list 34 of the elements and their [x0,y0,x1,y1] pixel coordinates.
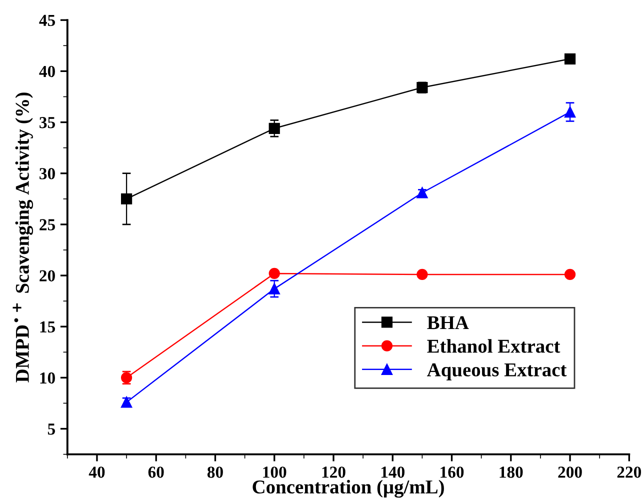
y-tick-label: 25 [40,219,55,230]
point [416,268,428,280]
point [416,187,428,198]
point [120,193,132,204]
x-tick-label: 40 [88,466,105,478]
x-tick-label: 80 [207,466,223,478]
x-tick-label: 160 [440,466,464,478]
x-tick-label: 60 [148,466,164,478]
y-tick-label: 35 [40,117,55,128]
y-tick-label: 45 [39,14,55,26]
x-tick-label: 120 [322,466,346,478]
x-tick-label: 180 [500,466,523,478]
x-tick-label: 220 [617,466,642,478]
x-tick-label: 200 [558,466,582,478]
y-tick-label: 15 [40,321,55,333]
y-tick-label: 40 [39,66,55,78]
y-tick-label: 5 [48,424,55,435]
x-axis-title: Concentration (μg/mL) [252,480,444,498]
point [564,268,576,280]
y-tick-label: 30 [40,168,55,180]
x-tick-label: 140 [381,466,404,478]
y-tick-label: 20 [40,270,55,282]
point [120,396,132,408]
point [564,53,576,64]
point [268,268,280,280]
legend-label: BHA [427,316,469,330]
point [268,283,280,294]
point [564,106,576,118]
y-axis-title: DMPD$^{•+}$ Scavenging Activity (%) [12,92,34,382]
point [268,122,280,134]
y-tick-label: 10 [40,372,55,384]
x-tick-label: 100 [263,466,286,478]
legend-label: Ethanol Extract [427,339,560,353]
legend-label: Aqueous Extract [427,363,567,380]
